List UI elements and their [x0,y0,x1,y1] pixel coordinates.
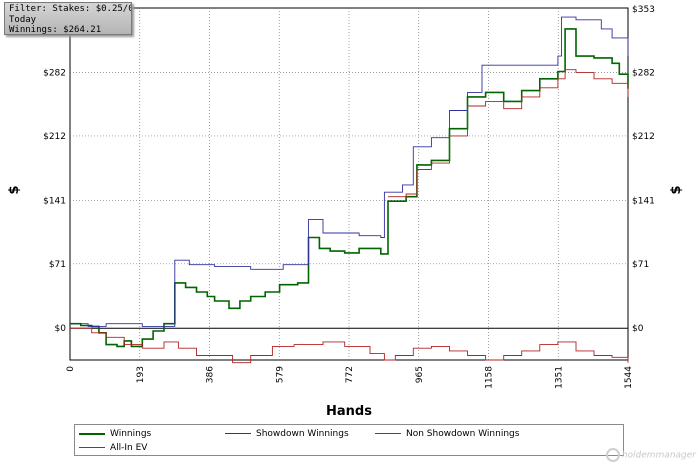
legend-swatch-winnings [79,432,105,435]
legend-swatch-allin-ev [79,447,105,448]
watermark-text: holdemmanager [621,450,696,461]
x-axis: 0 193 386 579 772 965 1158 1351 1544 [66,366,634,389]
legend-label-non-showdown: Non Showdown Winnings [406,429,520,439]
x-tick-label: 772 [345,366,355,383]
grid [70,8,628,360]
x-tick-label: 965 [415,366,425,383]
period-text: Today [9,14,37,25]
legend-label-allin-ev: All-In EV [110,443,148,453]
y-tick-label-right: $0 [632,324,644,334]
legend-swatch-showdown [225,433,251,434]
legend-label-showdown: Showdown Winnings [256,429,349,439]
y-tick-label-right: $71 [632,260,649,270]
x-tick-label: 1351 [554,366,564,389]
legend-item-winnings: Winnings [79,428,151,440]
series-line-all-in-ev [388,69,629,198]
y-tick-label-right: $141 [632,196,655,206]
y-tick-label-left: $212 [43,132,66,142]
y-tick-label-right: $212 [632,132,655,142]
y-axis-right: $0 $71 $141 $212 $282 $353 [632,5,655,334]
y-axis-left: $0$71$141$212$282$353 [43,5,66,334]
series-line-showdown-winnings [70,16,629,327]
plot-area [69,7,629,361]
legend-item-non-showdown: Non Showdown Winnings [375,428,519,440]
y-axis-title-left: $ [7,185,22,194]
y-tick-label-left: $71 [49,260,66,270]
series-line-non-showdown-winnings [70,327,629,364]
series-group [70,16,629,364]
y-tick-label-left: $0 [55,324,67,334]
y-tick-label-left: $282 [43,68,66,78]
legend: Winnings Showdown Winnings Non Showdown … [74,424,624,456]
y-tick-label-left: $141 [43,196,66,206]
filter-text: Filter: Stakes: $0.25/0.5 NL [9,4,131,14]
legend-item-showdown: Showdown Winnings [225,428,349,440]
x-tick-label: 1158 [485,366,495,389]
y-axis-title-right: $ [669,185,684,194]
filter-info-box: Filter: Stakes: $0.25/0.5 NL Today Winni… [4,2,132,35]
x-tick-label: 0 [66,366,76,372]
legend-swatch-non-showdown [375,433,401,434]
y-tick-label-right: $282 [632,68,655,78]
x-axis-title: Hands [326,404,372,419]
x-tick-label: 193 [136,366,146,383]
x-tick-label: 579 [275,366,285,383]
x-tick-label: 386 [206,366,216,383]
watermark: holdemmanager [605,448,696,462]
y-tick-label-right: $353 [632,5,655,15]
legend-label-winnings: Winnings [110,429,152,439]
watermark-logo-icon [605,448,620,462]
winnings-text: Winnings: $264.21 [9,25,102,35]
x-tick-label: 1544 [624,366,634,389]
legend-item-allin-ev: All-In EV [79,442,147,454]
